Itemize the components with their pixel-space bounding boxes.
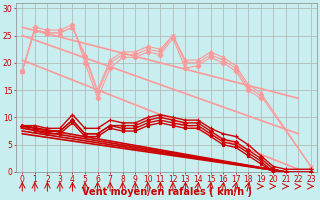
X-axis label: Vent moyen/en rafales ( km/h ): Vent moyen/en rafales ( km/h ) [82,187,252,197]
